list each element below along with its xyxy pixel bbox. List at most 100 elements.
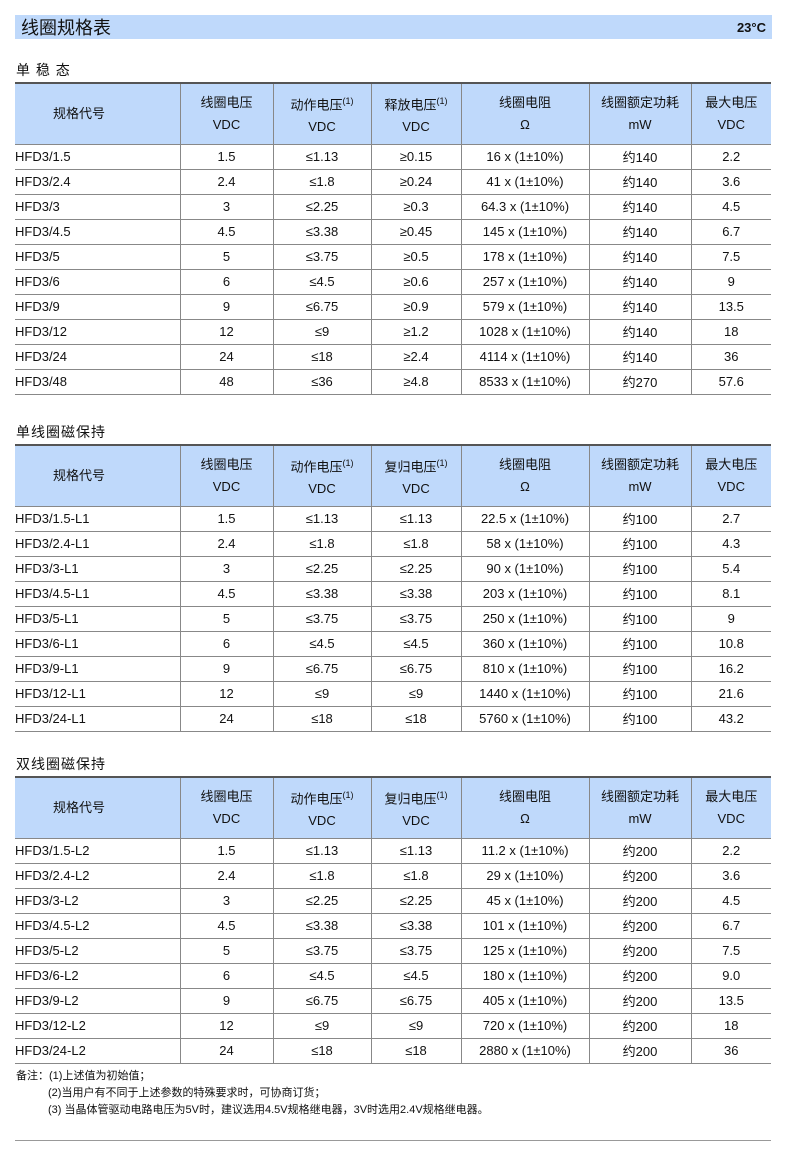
cell-rated-power: 约200 (588, 912, 691, 938)
cell-coil-resistance: 41 x (1±10%) (460, 168, 589, 194)
cell-coil-voltage: 24 (179, 1037, 273, 1064)
cell-release-voltage: ≤2.25 (370, 887, 461, 913)
column-header-rated-power: 线圈额定功耗 mW (588, 777, 691, 838)
table-row: HFD3/3 3 ≤2.25 ≥0.3 64.3 x (1±10%) 约140 4.5 (15, 193, 771, 219)
coil-spec-table-single-coil-latching: 规格代号 线圈电压 VDC 动作电压(1) VDC 复归电压(1) VDC 线圈电阻 Ω 线圈额定… (15, 444, 771, 732)
cell-release-voltage: ≤3.38 (370, 912, 461, 938)
table-row: HFD3/9-L1 9 ≤6.75 ≤6.75 810 x (1±10%) 约100 16.… (15, 655, 771, 681)
column-header-pickup-voltage: 动作电压(1) VDC (272, 83, 371, 144)
cell-pickup-voltage: ≤18 (272, 705, 371, 732)
header-label: 线圈电压 (200, 788, 253, 804)
cell-release-voltage: ≤1.8 (370, 530, 461, 556)
cell-rated-power: 约200 (588, 937, 691, 963)
cell-rated-power: 约200 (588, 862, 691, 888)
header-label: 最大电压 (705, 788, 758, 804)
cell-release-voltage: ≤1.13 (370, 837, 461, 863)
header-unit: VDC (717, 116, 745, 132)
header-row: 规格代号 线圈电压 VDC 动作电压(1) VDC 复归电压(1) VDC 线圈电阻 Ω 线圈额定… (15, 777, 771, 838)
cell-coil-voltage: 2.4 (179, 168, 273, 194)
header-label: 线圈电压 (200, 456, 253, 472)
cell-coil-resistance: 11.2 x (1±10%) (460, 837, 589, 863)
cell-release-voltage: ≥0.45 (370, 218, 461, 244)
table-row: HFD3/4.5 4.5 ≤3.38 ≥0.45 145 x (1±10%) 约140 6.… (15, 218, 771, 244)
column-header-coil-voltage: 线圈电压 VDC (179, 777, 273, 838)
cell-rated-power: 约200 (588, 837, 691, 863)
cell-max-voltage: 13.5 (690, 293, 771, 319)
header-unit: VDC (308, 812, 336, 828)
column-header-model: 规格代号 (15, 445, 180, 506)
cell-pickup-voltage: ≤9 (272, 680, 371, 706)
cell-pickup-voltage: ≤2.25 (272, 193, 371, 219)
cell-coil-voltage: 2.4 (179, 530, 273, 556)
cell-rated-power: 约100 (588, 630, 691, 656)
cell-pickup-voltage: ≤4.5 (272, 630, 371, 656)
section-banner: 线圈规格表 23°C (15, 15, 772, 39)
cell-max-voltage: 4.3 (690, 530, 771, 556)
cell-pickup-voltage: ≤1.8 (272, 168, 371, 194)
header-label: 线圈电阻 (498, 456, 551, 472)
cell-coil-resistance: 405 x (1±10%) (460, 987, 589, 1013)
header-label: 最大电压 (705, 94, 758, 110)
column-header-max-voltage: 最大电压 VDC (690, 445, 771, 506)
table-row: HFD3/1.5 1.5 ≤1.13 ≥0.15 16 x (1±10%) 约140 2.2 (15, 143, 771, 169)
table-row: HFD3/3-L1 3 ≤2.25 ≤2.25 90 x (1±10%) 约100 5.4 (15, 555, 771, 581)
cell-coil-voltage: 5 (179, 605, 273, 631)
header-unit: VDC (402, 118, 430, 134)
header-label: 线圈电阻 (498, 788, 551, 804)
cell-model: HFD3/1.5-L1 (15, 505, 180, 531)
cell-max-voltage: 36 (690, 1037, 771, 1064)
cell-coil-voltage: 3 (179, 887, 273, 913)
note-1: (1)上述值为初始值； (49, 1070, 151, 1082)
table-row: HFD3/5 5 ≤3.75 ≥0.5 178 x (1±10%) 约140 7.5 (15, 243, 771, 269)
column-header-rated-power: 线圈额定功耗 mW (588, 83, 691, 144)
cell-coil-voltage: 6 (179, 630, 273, 656)
header-unit: VDC (308, 480, 336, 496)
cell-model: HFD3/12 (15, 318, 180, 344)
cell-max-voltage: 9 (690, 268, 771, 294)
table-row: HFD3/1.5-L2 1.5 ≤1.13 ≤1.13 11.2 x (1±10%) 约2… (15, 837, 771, 863)
cell-coil-resistance: 250 x (1±10%) (460, 605, 589, 631)
cell-rated-power: 约100 (588, 605, 691, 631)
cell-max-voltage: 6.7 (690, 912, 771, 938)
cell-release-voltage: ≤4.5 (370, 630, 461, 656)
header-unit: Ω (520, 116, 530, 132)
cell-model: HFD3/6 (15, 268, 180, 294)
table-row: HFD3/24-L1 24 ≤18 ≤18 5760 x (1±10%) 约100 43.2 (15, 705, 771, 732)
cell-coil-resistance: 16 x (1±10%) (460, 143, 589, 169)
footnote-ref: (1) (436, 95, 448, 106)
cell-rated-power: 约200 (588, 987, 691, 1013)
note-3: (3) 当晶体管驱动电路电压为5V时，建议选用4.5V规格继电器，3V时选用2.… (48, 1104, 489, 1116)
cell-pickup-voltage: ≤18 (272, 343, 371, 369)
header-label: 线圈电压 (200, 94, 253, 110)
cell-coil-voltage: 48 (179, 368, 273, 395)
cell-release-voltage: ≤9 (370, 680, 461, 706)
cell-coil-voltage: 1.5 (179, 143, 273, 169)
cell-model: HFD3/3-L2 (15, 887, 180, 913)
cell-max-voltage: 36 (690, 343, 771, 369)
cell-max-voltage: 6.7 (690, 218, 771, 244)
temperature-label: 23°C (736, 19, 766, 35)
table-row: HFD3/9-L2 9 ≤6.75 ≤6.75 405 x (1±10%) 约200 13.… (15, 987, 771, 1013)
cell-coil-resistance: 579 x (1±10%) (460, 293, 589, 319)
cell-pickup-voltage: ≤36 (272, 368, 371, 395)
cell-rated-power: 约140 (588, 343, 691, 369)
table-row: HFD3/2.4-L2 2.4 ≤1.8 ≤1.8 29 x (1±10%) 约200 3.… (15, 862, 771, 888)
column-header-coil-resistance: 线圈电阻 Ω (460, 83, 589, 144)
cell-coil-resistance: 125 x (1±10%) (460, 937, 589, 963)
cell-rated-power: 约140 (588, 243, 691, 269)
cell-pickup-voltage: ≤3.38 (272, 218, 371, 244)
table-row: HFD3/24-L2 24 ≤18 ≤18 2880 x (1±10%) 约200 36 (15, 1037, 771, 1064)
coil-spec-table-monostable: 规格代号 线圈电压 VDC 动作电压(1) VDC 释放电压(1) VDC 线圈电阻 Ω 线圈额定… (15, 82, 771, 395)
cell-model: HFD3/3 (15, 193, 180, 219)
footnote-ref: (1) (436, 789, 448, 800)
cell-model: HFD3/6-L1 (15, 630, 180, 656)
cell-rated-power: 约140 (588, 168, 691, 194)
cell-model: HFD3/4.5-L2 (15, 912, 180, 938)
footnote-ref: (1) (342, 95, 354, 106)
cell-coil-resistance: 810 x (1±10%) (460, 655, 589, 681)
cell-coil-resistance: 22.5 x (1±10%) (460, 505, 589, 531)
header-row: 规格代号 线圈电压 VDC 动作电压(1) VDC 复归电压(1) VDC 线圈电阻 Ω 线圈额定… (15, 445, 771, 506)
cell-max-voltage: 3.6 (690, 168, 771, 194)
column-header-coil-resistance: 线圈电阻 Ω (460, 445, 589, 506)
header-label: 线圈额定功耗 (600, 94, 679, 110)
